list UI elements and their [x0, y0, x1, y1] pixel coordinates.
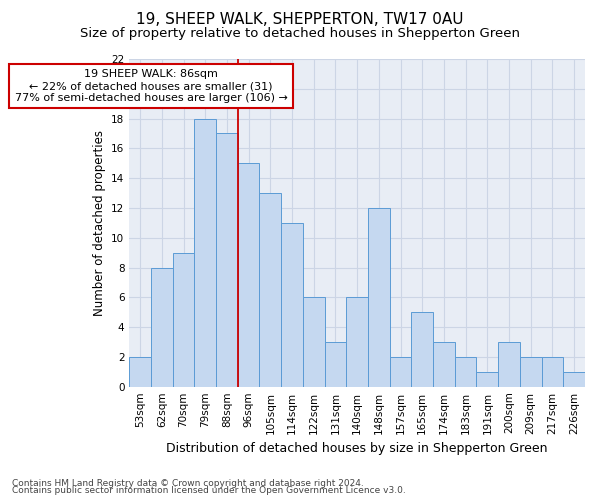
Bar — [433, 342, 455, 386]
Bar — [389, 357, 412, 386]
Bar — [281, 223, 303, 386]
X-axis label: Distribution of detached houses by size in Shepperton Green: Distribution of detached houses by size … — [166, 442, 548, 455]
Bar — [173, 252, 194, 386]
Text: Contains public sector information licensed under the Open Government Licence v3: Contains public sector information licen… — [12, 486, 406, 495]
Bar — [563, 372, 585, 386]
Bar — [238, 164, 259, 386]
Bar — [259, 193, 281, 386]
Bar — [368, 208, 389, 386]
Bar — [216, 134, 238, 386]
Y-axis label: Number of detached properties: Number of detached properties — [92, 130, 106, 316]
Bar — [194, 118, 216, 386]
Text: Contains HM Land Registry data © Crown copyright and database right 2024.: Contains HM Land Registry data © Crown c… — [12, 478, 364, 488]
Bar — [412, 312, 433, 386]
Text: Size of property relative to detached houses in Shepperton Green: Size of property relative to detached ho… — [80, 28, 520, 40]
Text: 19, SHEEP WALK, SHEPPERTON, TW17 0AU: 19, SHEEP WALK, SHEPPERTON, TW17 0AU — [136, 12, 464, 28]
Bar — [542, 357, 563, 386]
Bar — [455, 357, 476, 386]
Bar — [346, 298, 368, 386]
Text: 19 SHEEP WALK: 86sqm
← 22% of detached houses are smaller (31)
77% of semi-detac: 19 SHEEP WALK: 86sqm ← 22% of detached h… — [14, 70, 287, 102]
Bar — [151, 268, 173, 386]
Bar — [476, 372, 498, 386]
Bar — [520, 357, 542, 386]
Bar — [129, 357, 151, 386]
Bar — [325, 342, 346, 386]
Bar — [303, 298, 325, 386]
Bar — [498, 342, 520, 386]
